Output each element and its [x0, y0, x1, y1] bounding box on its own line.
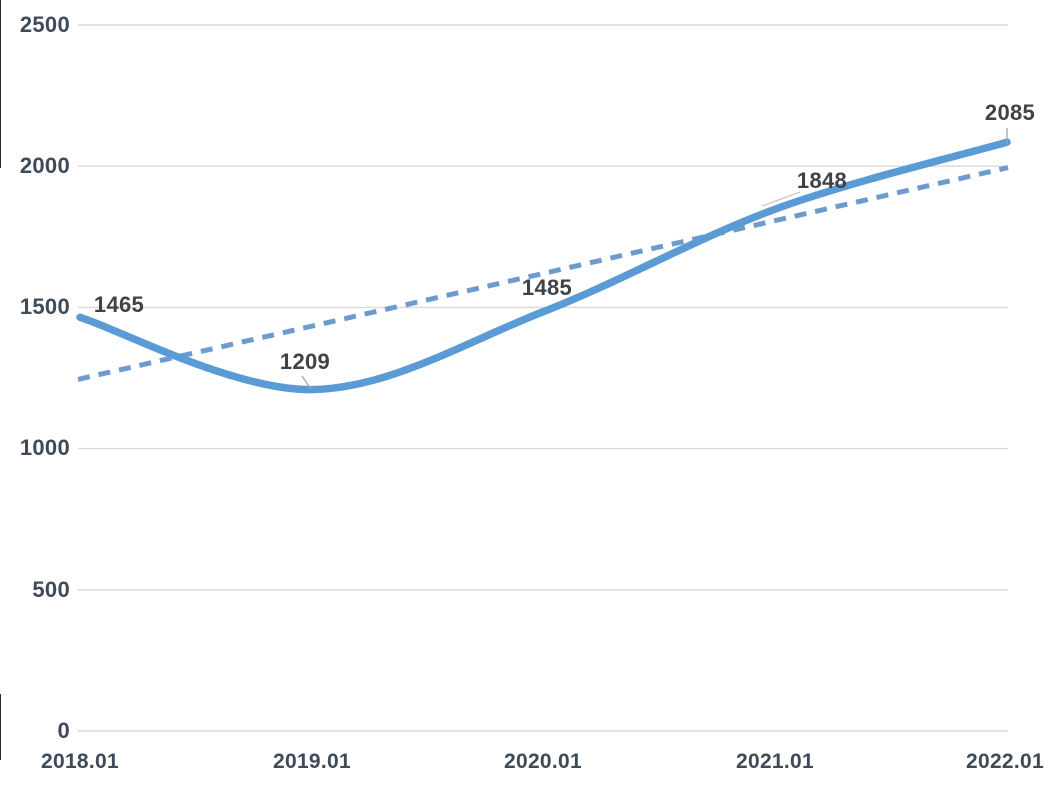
- y-tick-2000: 2000: [19, 153, 70, 178]
- data-label-2085: 2085: [984, 100, 1036, 125]
- x-tick-2022: 2022.01: [965, 750, 1044, 773]
- series-line: [76, 138, 1011, 394]
- y-tick-500: 500: [32, 577, 70, 602]
- x-tick-2021: 2021.01: [735, 750, 814, 773]
- x-tick-2018: 2018.01: [40, 750, 119, 773]
- screenshot-left-edge-artifact-top: [0, 0, 1, 168]
- y-tick-0: 0: [57, 718, 70, 743]
- data-label-1465: 1465: [93, 292, 145, 317]
- label-leader-1209: [301, 375, 312, 390]
- data-label-1848: 1848: [796, 168, 848, 193]
- y-tick-2500: 2500: [19, 12, 70, 37]
- y-tick-1000: 1000: [19, 435, 70, 460]
- x-tick-2019: 2019.01: [272, 750, 351, 773]
- label-leader-1848: [761, 191, 801, 207]
- y-tick-1500: 1500: [19, 294, 70, 319]
- x-tick-2020: 2020.01: [503, 750, 582, 773]
- data-label-1209: 1209: [279, 349, 331, 374]
- trendline: [77, 165, 1009, 382]
- screenshot-left-edge-artifact-bottom: [0, 694, 1, 760]
- gridlines: [78, 24, 1008, 732]
- data-label-1485: 1485: [521, 275, 573, 300]
